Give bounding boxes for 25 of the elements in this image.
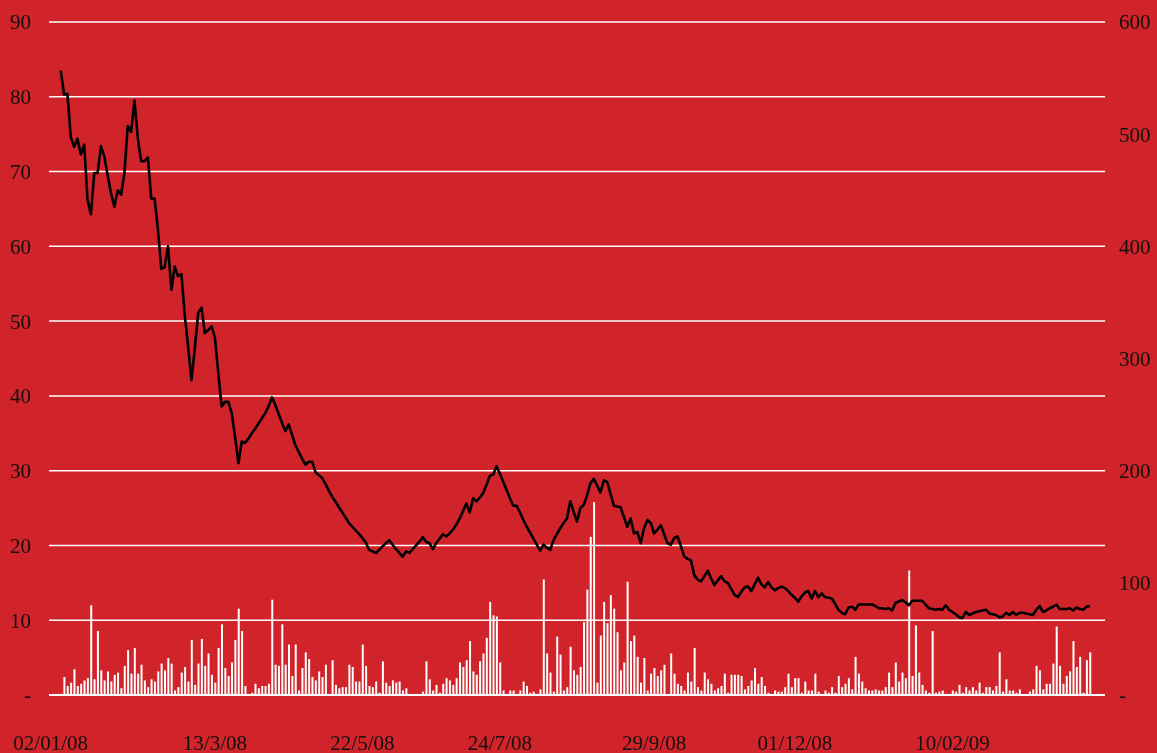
y-tick-label: 40 [10, 384, 31, 409]
y-tick-label: 50 [10, 309, 31, 334]
y2-tick-label: - [1119, 683, 1126, 708]
y-tick-label: 60 [10, 234, 31, 259]
y-tick-label: 80 [10, 85, 31, 110]
line-series [59, 69, 1092, 620]
y2-tick-label: 300 [1119, 346, 1151, 371]
x-tick-label: 13/3/08 [182, 730, 248, 753]
x-tick-label: 29/9/08 [622, 730, 687, 753]
y-tick-label: 20 [10, 533, 31, 558]
y2-tick-label: 100 [1119, 571, 1151, 596]
y2-tick-label: 500 [1119, 122, 1151, 147]
x-tick-label: 01/12/08 [757, 730, 833, 753]
y2-tick-label: 200 [1119, 459, 1151, 484]
y-tick-label: 10 [10, 608, 31, 633]
y2-tick-label: 400 [1119, 234, 1151, 259]
x-tick-label: 10/02/09 [915, 730, 990, 753]
y-tick-label: 70 [10, 160, 31, 185]
x-tick-label: 02/01/08 [13, 730, 89, 753]
y-tick-label: - [24, 683, 31, 708]
x-tick-label: 22/5/08 [330, 730, 395, 753]
y-tick-label: 90 [10, 10, 31, 35]
x-tick-label: 24/7/08 [467, 730, 532, 753]
y2-tick-label: 600 [1119, 10, 1151, 35]
y-tick-label: 30 [10, 459, 31, 484]
